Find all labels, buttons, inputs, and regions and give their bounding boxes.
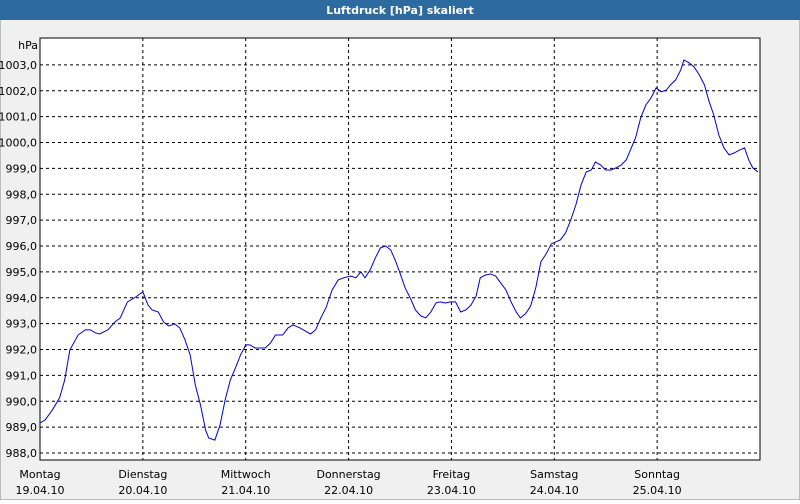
x-tick-date: 19.04.10 — [16, 484, 65, 497]
x-tick-label: Montag — [19, 468, 60, 481]
x-tick-label: Donnerstag — [316, 468, 380, 481]
y-tick-label: 997,0 — [6, 214, 38, 227]
y-tick-label: 996,0 — [6, 240, 38, 253]
window-title: Luftdruck [hPa] skaliert — [326, 4, 474, 17]
x-tick-label: Freitag — [433, 468, 471, 481]
y-tick-label: 994,0 — [6, 292, 38, 305]
x-tick-date: 20.04.10 — [118, 484, 167, 497]
y-tick-label: 990,0 — [6, 395, 38, 408]
title-bar — [0, 0, 800, 20]
x-tick-date: 21.04.10 — [221, 484, 270, 497]
y-tick-label: 1003,0 — [0, 59, 37, 72]
y-tick-label: 993,0 — [6, 318, 38, 331]
x-tick-label: Mittwoch — [221, 468, 271, 481]
x-tick-date: 23.04.10 — [427, 484, 476, 497]
plot-area — [39, 37, 761, 461]
y-tick-label: 998,0 — [6, 188, 38, 201]
y-tick-label: 991,0 — [6, 369, 38, 382]
x-tick-date: 25.04.10 — [633, 484, 682, 497]
y-tick-label: 1000,0 — [0, 137, 37, 150]
x-tick-date: 22.04.10 — [324, 484, 373, 497]
y-tick-label: 988,0 — [6, 447, 38, 460]
y-tick-label: 1002,0 — [0, 85, 37, 98]
y-tick-label: 989,0 — [6, 421, 38, 434]
x-tick-label: Sonntag — [634, 468, 680, 481]
y-tick-label: 1001,0 — [0, 111, 37, 124]
x-tick-label: Dienstag — [118, 468, 167, 481]
x-tick-label: Samstag — [530, 468, 578, 481]
y-tick-label: 995,0 — [6, 266, 38, 279]
pressure-line — [39, 59, 759, 441]
y-tick-label: 999,0 — [6, 162, 38, 175]
x-tick-date: 24.04.10 — [530, 484, 579, 497]
y-axis-label: hPa — [18, 39, 38, 52]
y-tick-label: 992,0 — [6, 344, 38, 357]
